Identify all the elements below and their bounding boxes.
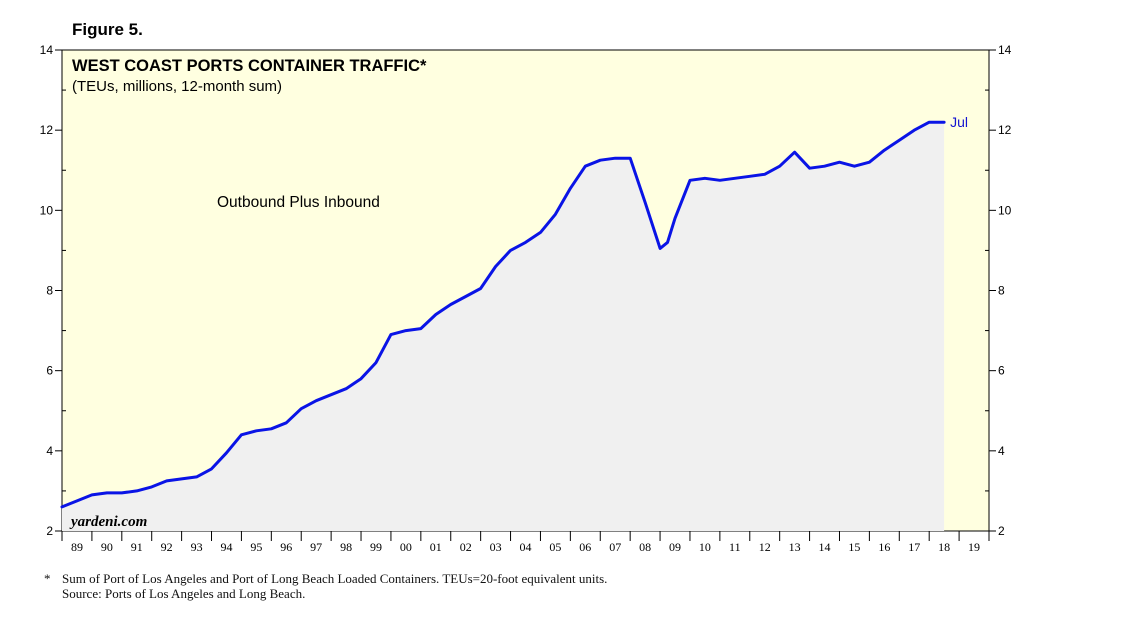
- x-tick-label: 97: [310, 540, 322, 554]
- footnote-star: *: [44, 571, 51, 586]
- y-tick-label-left: 14: [40, 43, 54, 57]
- x-tick-label: 92: [161, 540, 173, 554]
- y-tick-label-right: 6: [998, 364, 1005, 378]
- watermark: yardeni.com: [69, 514, 147, 530]
- x-tick-label: 10: [699, 540, 711, 554]
- x-tick-label: 02: [460, 540, 472, 554]
- x-tick-label: 89: [71, 540, 83, 554]
- y-tick-label-right: 2: [998, 524, 1005, 538]
- end-label: Jul: [950, 114, 968, 130]
- y-tick-label-right: 10: [998, 203, 1012, 217]
- x-tick-label: 16: [878, 540, 890, 554]
- x-tick-label: 98: [340, 540, 352, 554]
- series-annotation: Outbound Plus Inbound: [217, 194, 380, 211]
- x-tick-label: 99: [370, 540, 382, 554]
- x-tick-label: 18: [938, 540, 950, 554]
- x-tick-label: 19: [968, 540, 980, 554]
- x-tick-label: 00: [400, 540, 412, 554]
- x-tick-label: 01: [430, 540, 442, 554]
- x-tick-label: 08: [639, 540, 651, 554]
- x-tick-label: 17: [908, 540, 920, 554]
- x-tick-label: 05: [549, 540, 561, 554]
- x-tick-label: 90: [101, 540, 113, 554]
- x-tick-label: 14: [819, 540, 831, 554]
- chart-subtitle: (TEUs, millions, 12-month sum): [72, 78, 282, 95]
- y-axis-left-labels: 2 4 6 8 10 12 14: [40, 43, 54, 538]
- series-line: [60, 120, 946, 509]
- x-axis-labels: 89 90 91 92 93 94 95 96 97 98 99 00 01 02 03 04 05 06 07 08…: [71, 540, 980, 554]
- data-area-fill: [62, 122, 945, 531]
- y-tick-label-left: 2: [46, 524, 53, 538]
- y-tick-label-left: 4: [46, 444, 53, 458]
- x-tick-label: 03: [490, 540, 502, 554]
- footnote-source: Source: Ports of Los Angeles and Long Be…: [62, 586, 306, 601]
- x-tick-label: 93: [191, 540, 203, 554]
- y-tick-label-right: 12: [998, 123, 1012, 137]
- y-tick-label-left: 8: [46, 284, 53, 298]
- x-tick-label: 06: [579, 540, 591, 554]
- x-tick-label: 96: [280, 540, 292, 554]
- footnote: * Sum of Port of Los Angeles and Port of …: [44, 571, 607, 601]
- x-tick-label: 12: [759, 540, 771, 554]
- y-tick-label-left: 6: [46, 364, 53, 378]
- x-tick-label: 11: [729, 540, 741, 554]
- y-tick-label-right: 8: [998, 284, 1005, 298]
- y-tick-label-right: 14: [998, 43, 1012, 57]
- x-tick-label: 94: [220, 540, 232, 554]
- x-tick-label: 09: [669, 540, 681, 554]
- x-tick-label: 95: [250, 540, 262, 554]
- footnote-note: Sum of Port of Los Angeles and Port of L…: [62, 571, 608, 586]
- figure-label: Figure 5.: [72, 20, 143, 39]
- y-axis-right-labels: 2 4 6 8 10 12 14: [998, 43, 1012, 538]
- y-tick-label-left: 12: [40, 123, 54, 137]
- x-tick-label: 04: [520, 540, 532, 554]
- x-tick-label: 13: [789, 540, 801, 554]
- x-tick-label: 91: [131, 540, 143, 554]
- x-tick-label: 07: [609, 540, 621, 554]
- y-tick-label-left: 10: [40, 203, 54, 217]
- axis-ticks: [55, 49, 996, 541]
- chart-title: WEST COAST PORTS CONTAINER TRAFFIC*: [72, 57, 427, 75]
- y-tick-label-right: 4: [998, 444, 1005, 458]
- x-tick-label: 15: [848, 540, 860, 554]
